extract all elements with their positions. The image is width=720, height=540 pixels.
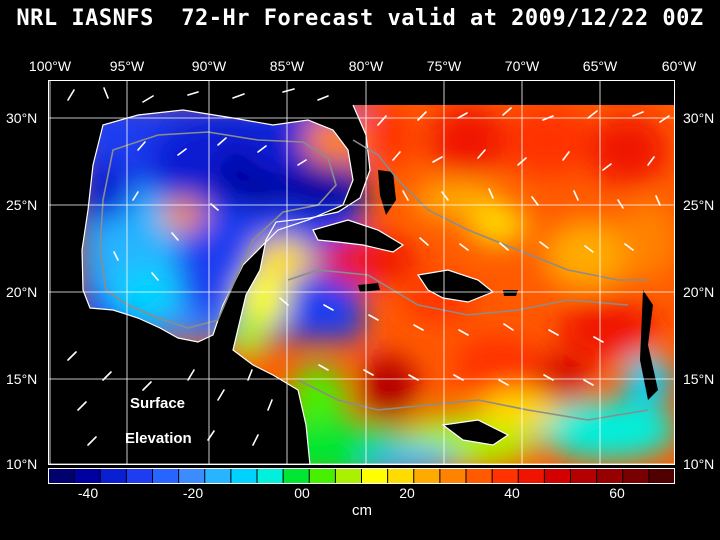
lon-label: 100°W (28, 58, 72, 74)
colorbar-swatch (152, 468, 180, 484)
colorbar-swatch (230, 468, 259, 484)
colorbar (48, 468, 675, 484)
colorbar-swatch (334, 468, 363, 484)
colorbar-swatch (178, 468, 206, 484)
colorbar-tick: -40 (77, 485, 99, 501)
lat-label-right: 10°N (683, 456, 715, 472)
colorbar-swatch (204, 468, 232, 484)
colorbar-swatch (570, 468, 598, 484)
lon-label: 75°W (426, 58, 462, 74)
lon-label: 85°W (269, 58, 305, 74)
lon-label: 60°W (661, 58, 697, 74)
lon-label: 65°W (582, 58, 618, 74)
map-label-surface: Surface (130, 395, 186, 412)
colorbar-unit: cm (352, 502, 372, 519)
colorbar-swatch (387, 468, 415, 484)
colorbar-swatch (465, 468, 494, 484)
current-vectors (67, 87, 670, 446)
colorbar-swatch (282, 468, 311, 484)
colorbar-tick: 00 (294, 485, 310, 501)
lat-label-left: 20°N (6, 284, 38, 300)
surface-elevation-map (48, 80, 675, 465)
map-label-elevation: Elevation (125, 430, 192, 447)
lon-label: 95°W (109, 58, 145, 74)
colorbar-swatch (125, 468, 154, 484)
lat-label-right: 30°N (683, 110, 715, 126)
ssh-field (82, 105, 675, 465)
page-title: NRL IASNFS 72-Hr Forecast valid at 2009/… (16, 6, 704, 31)
colorbar-swatch (596, 468, 624, 484)
lon-label: 70°W (504, 58, 540, 74)
colorbar-tick: 60 (609, 485, 625, 501)
lat-label-left: 15°N (6, 371, 38, 387)
colorbar-swatch (99, 468, 128, 484)
colorbar-swatch (543, 468, 572, 484)
colorbar-swatch (648, 468, 675, 484)
lat-label-right: 25°N (683, 197, 715, 213)
colorbar-swatch (361, 468, 389, 484)
lat-label-left: 30°N (6, 110, 38, 126)
colorbar-swatch (491, 468, 520, 484)
colorbar-tick: 40 (504, 485, 520, 501)
colorbar-swatch (48, 468, 76, 484)
colorbar-swatch (622, 468, 650, 484)
lon-label: 90°W (191, 58, 227, 74)
lon-label: 80°W (348, 58, 384, 74)
colorbar-swatch (439, 468, 468, 484)
colorbar-frame (48, 468, 675, 484)
colorbar-swatch (413, 468, 441, 484)
lat-label-left: 25°N (6, 197, 38, 213)
depth-contours (99, 131, 649, 421)
lat-label-right: 15°N (683, 371, 715, 387)
colorbar-swatch (73, 468, 102, 484)
colorbar-swatch (256, 468, 285, 484)
colorbar-tick: 20 (399, 485, 415, 501)
lat-label-left: 10°N (6, 456, 38, 472)
colorbar-swatch (308, 468, 337, 484)
map-frame (48, 80, 675, 465)
colorbar-swatch (517, 468, 546, 484)
lat-label-right: 20°N (683, 284, 715, 300)
colorbar-tick: -20 (182, 485, 204, 501)
